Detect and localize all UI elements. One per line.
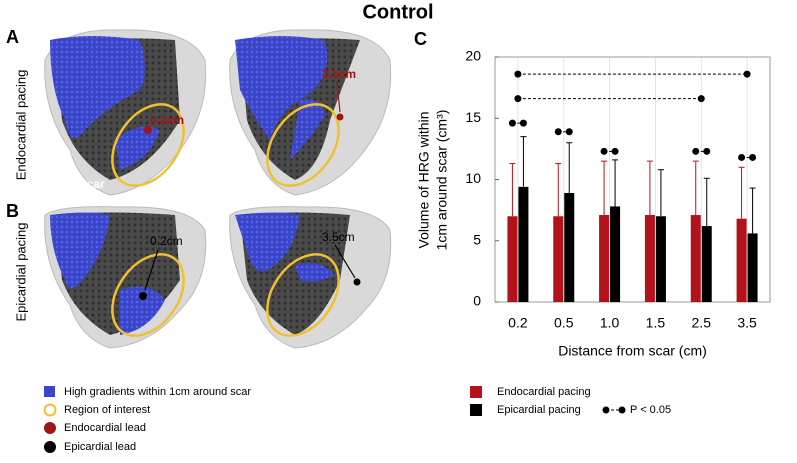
- heart-label: 0.2cm: [150, 234, 183, 248]
- y-axis-label: 1cm around scar (cm³): [434, 110, 450, 251]
- error-bar: [646, 160, 653, 216]
- legend-swatch: [44, 422, 56, 434]
- error-bar: [749, 187, 756, 234]
- significance-marker: [514, 70, 751, 78]
- significance-marker: [600, 147, 619, 155]
- bar: [747, 233, 758, 302]
- significance-marker: [738, 153, 757, 161]
- bar: [736, 218, 747, 302]
- y-tick-label: 15: [465, 109, 481, 125]
- legend-swatch: [602, 406, 626, 414]
- bar: [690, 215, 701, 302]
- x-tick-label: 3.5: [737, 315, 757, 331]
- row-label: Epicardial pacing: [13, 222, 28, 321]
- error-bar: [657, 169, 664, 217]
- bar: [610, 206, 621, 302]
- error-bar: [566, 142, 573, 193]
- panel-label: A: [6, 27, 19, 47]
- significance-marker: [692, 147, 711, 155]
- panel-label: C: [414, 29, 427, 49]
- legend-swatch: [44, 386, 55, 397]
- legend-swatch: [470, 404, 482, 416]
- legend-label: Epicardial lead: [64, 441, 136, 453]
- legend-label: Endocardial pacing: [497, 386, 591, 398]
- legend-label: Region of interest: [64, 404, 150, 416]
- y-tick-label: 10: [465, 170, 481, 186]
- heart-image: [229, 29, 392, 196]
- x-tick-label: 1.5: [646, 315, 666, 331]
- error-bar: [738, 166, 745, 219]
- bar: [701, 226, 712, 302]
- error-bar: [703, 177, 710, 227]
- error-bar: [601, 160, 608, 216]
- bar: [644, 215, 655, 302]
- legend-label: High gradients within 1cm around scar: [64, 386, 251, 398]
- legend-swatch: [43, 403, 57, 417]
- heart-label: 3.5cm: [322, 230, 355, 244]
- bar: [518, 186, 529, 302]
- plot-frame: [494, 56, 771, 303]
- figure-title: Control: [362, 1, 433, 23]
- significance-marker: [508, 119, 527, 127]
- heart-label: 3.5cm: [322, 67, 356, 81]
- error-bar: [520, 136, 527, 187]
- legend-label: P < 0.05: [630, 404, 671, 416]
- significance-marker: [514, 95, 705, 103]
- error-bar: [692, 160, 699, 216]
- x-tick-label: 1.0: [600, 315, 620, 331]
- error-bar: [555, 163, 562, 217]
- x-tick-label: 0.5: [554, 315, 574, 331]
- error-bar: [509, 163, 516, 217]
- legend-swatch: [44, 441, 56, 453]
- heart-image: [229, 206, 392, 349]
- bar: [655, 216, 666, 302]
- legend-swatch: [470, 386, 482, 398]
- significance-marker: [554, 128, 573, 136]
- heart-image: [44, 29, 207, 196]
- heart-label: 0.2cm: [150, 113, 184, 127]
- row-label: Endocardial pacing: [13, 70, 28, 181]
- x-tick-label: 2.5: [692, 315, 712, 331]
- bar: [599, 215, 610, 302]
- bar: [564, 192, 575, 302]
- bar: [553, 216, 564, 302]
- y-tick-label: 5: [473, 231, 481, 247]
- panel-label: B: [6, 201, 19, 221]
- x-axis-label: Distance from scar (cm): [558, 343, 707, 359]
- y-axis-label: Volume of HRG within: [416, 112, 432, 249]
- bar: [507, 216, 518, 302]
- legend-label: Epicardial pacing: [497, 404, 581, 416]
- heart-label: scar: [80, 177, 105, 191]
- y-tick-label: 0: [473, 293, 481, 309]
- heart-image: [44, 206, 207, 349]
- y-tick-label: 20: [465, 48, 481, 64]
- x-tick-label: 0.2: [508, 315, 528, 331]
- legend-label: Endocardial lead: [64, 422, 146, 434]
- error-bar: [612, 159, 619, 207]
